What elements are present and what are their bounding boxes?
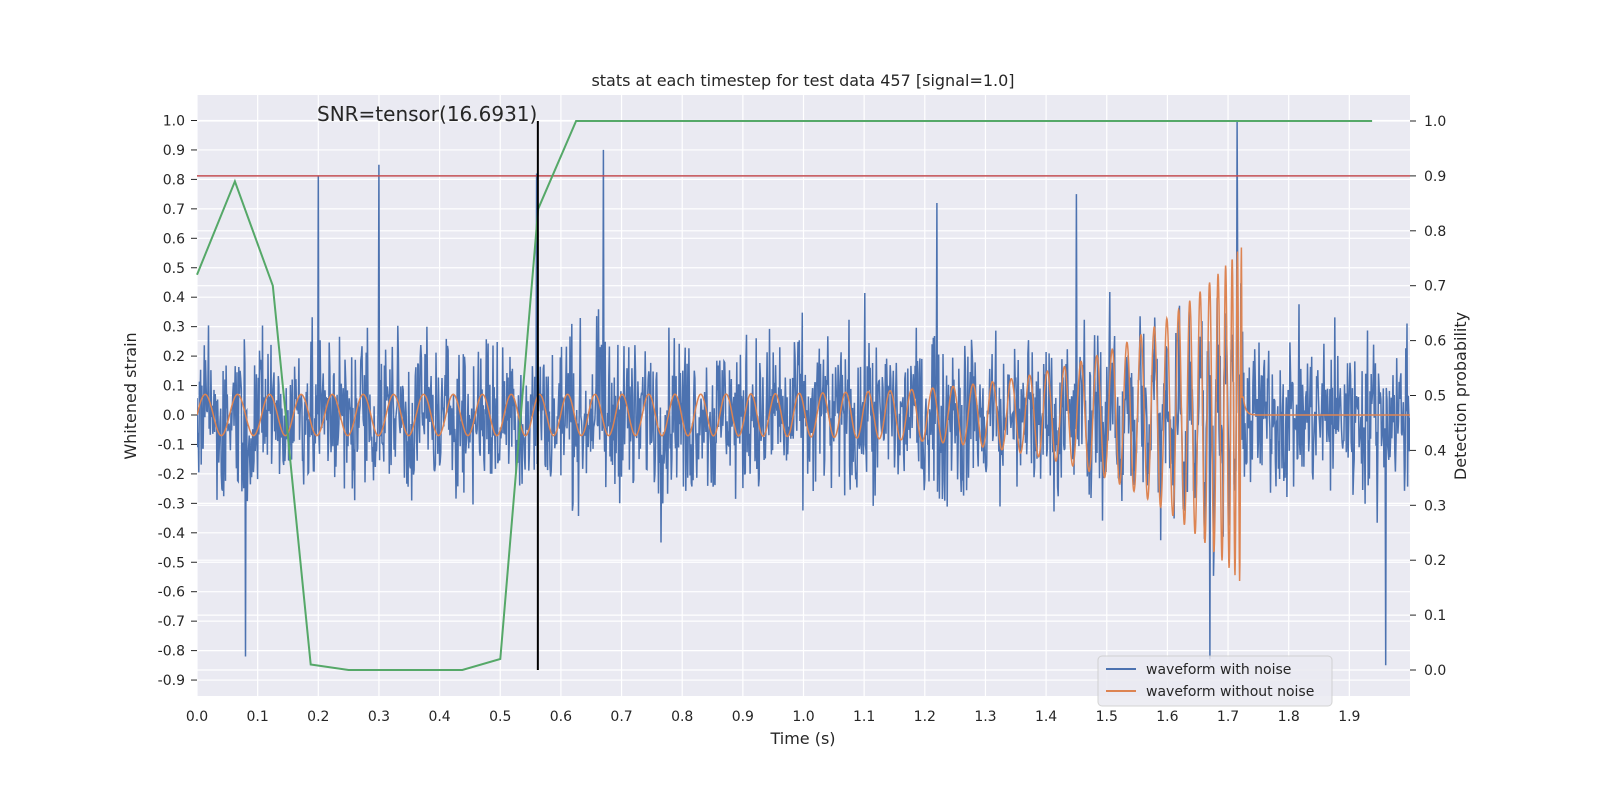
x-tick-label: 0.5 <box>489 709 511 725</box>
y2-tick-label: 0.7 <box>1424 279 1446 295</box>
x-tick-label: 1.2 <box>914 709 936 725</box>
y-axis-label: Whitened strain <box>121 332 140 459</box>
y2-tick-label: 0.9 <box>1424 169 1446 185</box>
x-tick-label: 0.7 <box>610 709 632 725</box>
overlay-lines <box>196 120 1410 671</box>
y-tick-label: 0.8 <box>163 172 185 188</box>
x-tick-label: 0.0 <box>186 709 208 725</box>
x-tick-label: 1.8 <box>1278 709 1300 725</box>
y2-tick-label: 0.5 <box>1424 389 1446 405</box>
x-tick-label: 1.7 <box>1217 709 1239 725</box>
x-tick-label: 1.4 <box>1035 709 1057 725</box>
y2-tick-label: 0.8 <box>1424 224 1446 240</box>
y-tick-label: 0.6 <box>163 231 185 247</box>
series-waveform-without-noise <box>197 247 1410 582</box>
y-tick-label: 0.7 <box>163 202 185 218</box>
y-tick-label: -0.2 <box>158 467 185 483</box>
y-tick-label: 0.1 <box>163 379 185 395</box>
y-tick-label: 0.9 <box>163 143 185 159</box>
y-tick-label: -0.6 <box>158 585 185 601</box>
legend: waveform with noise waveform without noi… <box>1097 655 1333 707</box>
y-tick-label: -0.4 <box>158 526 185 542</box>
y-tick-label: -0.7 <box>158 614 185 630</box>
series-layer <box>197 120 1410 666</box>
y-tick-label: -0.8 <box>158 644 185 660</box>
x-tick-label: 0.4 <box>428 709 450 725</box>
y2-tick-label: 0.0 <box>1424 663 1446 679</box>
x-axis-ticks: 0.0 0.1 0.2 0.3 0.4 0.5 0.6 0.7 0.8 0.9 1.0 1.1 1.2 1… <box>186 709 1361 725</box>
x-tick-label: 1.1 <box>853 709 875 725</box>
x-tick-label: 0.2 <box>307 709 329 725</box>
x-tick-label: 1.3 <box>974 709 996 725</box>
x-tick-label: 0.6 <box>550 709 572 725</box>
y2-tick-label: 0.4 <box>1424 443 1446 459</box>
y-tick-label: 1.0 <box>163 114 185 130</box>
x-axis-label: Time (s) <box>769 729 835 748</box>
y-tick-label: 0.2 <box>163 349 185 365</box>
legend-box <box>1097 655 1333 707</box>
y-tick-label: -0.3 <box>158 496 185 512</box>
y2-axis-ticks: 1.0 0.9 0.8 0.7 0.6 0.5 0.4 0.3 0.2 0.1 0.0 <box>1410 114 1446 679</box>
y-axis-ticks: 1.0 0.9 0.8 0.7 0.6 0.5 0.4 0.3 0.2 0.1 0.0 -0.1 -0.… <box>158 114 197 689</box>
y-tick-label: 0.3 <box>163 320 185 336</box>
snr-annotation: SNR=tensor(16.6931) <box>317 102 537 126</box>
x-tick-label: 1.0 <box>792 709 814 725</box>
x-tick-label: 0.8 <box>671 709 693 725</box>
chart-title: stats at each timestep for test data 457… <box>591 71 1014 90</box>
y-tick-label: 0.0 <box>163 408 185 424</box>
y-tick-label: 0.5 <box>163 261 185 277</box>
y-tick-label: -0.5 <box>158 555 185 571</box>
y-tick-label: -0.9 <box>158 673 185 689</box>
x-tick-label: 0.9 <box>732 709 754 725</box>
legend-label-clean: waveform without noise <box>1146 684 1314 700</box>
y2-tick-label: 0.2 <box>1424 553 1446 569</box>
x-tick-label: 0.1 <box>247 709 269 725</box>
y2-tick-label: 0.6 <box>1424 334 1446 350</box>
x-tick-label: 1.5 <box>1096 709 1118 725</box>
y-tick-label: 0.4 <box>163 290 185 306</box>
y2-axis-label: Detection probability <box>1451 312 1470 480</box>
y-tick-label: -0.1 <box>158 437 185 453</box>
series-detection-probability <box>196 120 1373 671</box>
x-tick-label: 1.6 <box>1156 709 1178 725</box>
x-tick-label: 1.9 <box>1338 709 1360 725</box>
legend-label-noise: waveform with noise <box>1146 662 1291 678</box>
y2-tick-label: 1.0 <box>1424 114 1446 130</box>
y2-tick-label: 0.3 <box>1424 498 1446 514</box>
y2-tick-label: 0.1 <box>1424 608 1446 624</box>
x-tick-label: 0.3 <box>368 709 390 725</box>
